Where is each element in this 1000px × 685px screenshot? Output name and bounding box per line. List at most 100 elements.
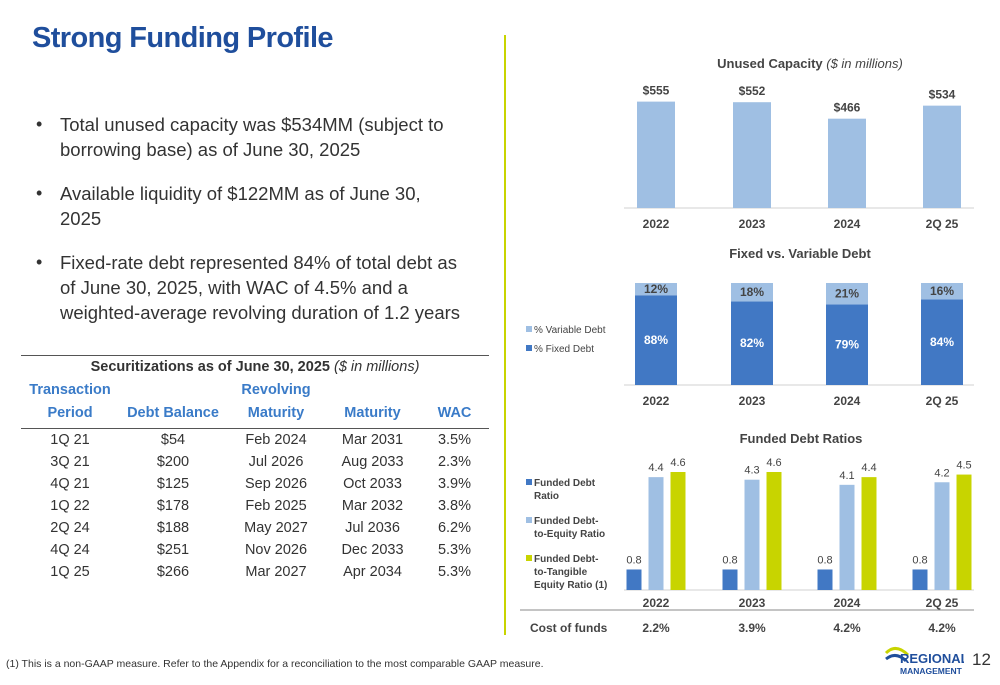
page-title: Strong Funding Profile bbox=[32, 22, 334, 54]
table-row: 3Q 21 $200 Jul 2026 Aug 2033 2.3% bbox=[21, 451, 489, 473]
fixed-variable-chart: Fixed vs. Variable Debt 88% 12% 2022 82% 18% 2… bbox=[512, 240, 988, 420]
cell-debt-balance: $251 bbox=[156, 542, 190, 558]
cell-period: 1Q 21 bbox=[50, 432, 90, 448]
bullet-unused-capacity: Total unused capacity was $534MM (subjec… bbox=[36, 112, 466, 162]
table-title: Securitizations as of June 30, 2025 ($ i… bbox=[21, 359, 489, 379]
legend-label: % Variable Debt bbox=[534, 325, 606, 336]
bar bbox=[744, 479, 760, 590]
data-label: 0.8 bbox=[817, 554, 832, 566]
data-label: 0.8 bbox=[912, 554, 927, 566]
x-tick-label: 2Q 25 bbox=[926, 217, 959, 231]
cell-maturity: Aug 2033 bbox=[341, 454, 404, 470]
legend-label: to-Tangible bbox=[534, 567, 588, 578]
data-label-fixed: 84% bbox=[930, 335, 954, 349]
logo-line1: REGIONAL bbox=[900, 651, 964, 666]
table-row: 4Q 21 $125 Sep 2026 Oct 2033 3.9% bbox=[21, 473, 489, 495]
data-label: 0.8 bbox=[626, 554, 641, 566]
cost-of-funds-value: 3.9% bbox=[738, 621, 766, 635]
table-row: 1Q 22 $178 Feb 2025 Mar 2032 3.8% bbox=[21, 495, 489, 517]
bar-variable bbox=[635, 283, 677, 296]
cell-period: 4Q 21 bbox=[50, 476, 90, 492]
bar-fixed bbox=[635, 295, 677, 385]
x-tick-label: 2024 bbox=[834, 394, 861, 408]
bar bbox=[912, 569, 928, 590]
legend-swatch bbox=[526, 326, 532, 332]
bar bbox=[934, 482, 950, 590]
cell-period: 3Q 21 bbox=[50, 454, 90, 470]
legend-label: Funded Debt- bbox=[534, 516, 598, 527]
cell-debt-balance: $125 bbox=[156, 476, 190, 492]
cell-wac: 3.5% bbox=[437, 432, 472, 448]
bar bbox=[923, 105, 961, 208]
table-row: 4Q 24 $251 Nov 2026 Dec 2033 5.3% bbox=[21, 539, 489, 561]
cell-maturity: Mar 2031 bbox=[341, 432, 404, 448]
cell-wac: 3.8% bbox=[437, 498, 472, 514]
data-label: $552 bbox=[739, 84, 766, 98]
data-label-fixed: 79% bbox=[835, 338, 859, 352]
bullet-fixed-rate-debt: Fixed-rate debt represented 84% of total… bbox=[36, 250, 466, 325]
cell-revolving-maturity: Nov 2026 bbox=[244, 542, 308, 558]
table-title-unit: ($ in millions) bbox=[333, 359, 420, 375]
cell-wac: 6.2% bbox=[437, 520, 472, 536]
data-label: 4.1 bbox=[839, 470, 854, 482]
data-label: $555 bbox=[643, 84, 670, 98]
x-tick-label: 2022 bbox=[643, 217, 670, 231]
legend-label: Funded Debt- bbox=[534, 554, 598, 565]
cell-debt-balance: $200 bbox=[156, 454, 190, 470]
bar bbox=[839, 484, 855, 590]
data-label-variable: 16% bbox=[930, 284, 954, 298]
data-label: 4.4 bbox=[861, 462, 876, 474]
cost-of-funds-value: 2.2% bbox=[642, 621, 670, 635]
bar bbox=[637, 101, 675, 208]
legend-label: % Fixed Debt bbox=[534, 344, 594, 355]
logo-line2: MANAGEMENT bbox=[900, 666, 963, 676]
chart-title: Fixed vs. Variable Debt bbox=[729, 246, 871, 261]
chart-title: Unused Capacity ($ in millions) bbox=[717, 56, 903, 71]
cell-maturity: Jul 2036 bbox=[345, 520, 400, 536]
legend-label: Equity Ratio (1) bbox=[534, 580, 607, 591]
cell-maturity: Apr 2034 bbox=[343, 564, 402, 580]
cell-revolving-maturity: Jul 2026 bbox=[248, 454, 304, 470]
fixed-variable-svg: Fixed vs. Variable Debt 88% 12% 2022 82% 18% 2… bbox=[526, 246, 974, 408]
page-number: 12 bbox=[972, 650, 991, 669]
data-label: 4.3 bbox=[744, 465, 759, 477]
bar bbox=[648, 477, 664, 590]
table-row: 2Q 24 $188 May 2027 Jul 2036 6.2% bbox=[21, 517, 489, 539]
bar-variable bbox=[921, 283, 963, 300]
x-tick-label: 2023 bbox=[739, 394, 766, 408]
x-tick-label: 2024 bbox=[834, 217, 861, 231]
cell-maturity: Oct 2033 bbox=[343, 476, 402, 492]
cost-of-funds-label: Cost of funds bbox=[530, 621, 608, 635]
table-body: 1Q 21 $54 Feb 2024 Mar 2031 3.5% 3Q 21 $200 Jul… bbox=[21, 429, 489, 584]
data-label: 4.6 bbox=[766, 457, 781, 469]
bar-variable bbox=[826, 283, 868, 305]
data-label: 4.4 bbox=[648, 462, 663, 474]
cell-debt-balance: $266 bbox=[156, 564, 190, 580]
cell-revolving-maturity: Feb 2025 bbox=[245, 498, 307, 514]
cell-wac: 5.3% bbox=[437, 564, 472, 580]
x-tick-label: 2Q 25 bbox=[926, 596, 959, 610]
data-label-variable: 21% bbox=[835, 287, 859, 301]
bar bbox=[956, 474, 972, 590]
cell-revolving-maturity: May 2027 bbox=[244, 520, 308, 536]
table-title-text: Securitizations as of June 30, 2025 bbox=[90, 359, 330, 375]
cell-maturity: Mar 2032 bbox=[341, 498, 404, 514]
data-label-fixed: 88% bbox=[644, 333, 668, 347]
data-label: 4.2 bbox=[934, 467, 949, 479]
header-revolving-maturity: Revolving Maturity bbox=[227, 379, 325, 429]
bar bbox=[828, 118, 866, 208]
vertical-divider bbox=[504, 35, 506, 635]
header-maturity: Maturity bbox=[325, 379, 420, 429]
securitizations-table: Securitizations as of June 30, 2025 ($ i… bbox=[21, 355, 489, 583]
data-label: 4.5 bbox=[956, 460, 971, 472]
cell-maturity: Dec 2033 bbox=[341, 542, 404, 558]
header-transaction-period: Transaction Period bbox=[21, 379, 119, 429]
funded-debt-ratios-svg: Funded Debt Ratios 0.8 4.4 4.6 2022 0.8 4.3 4.6… bbox=[520, 431, 974, 635]
cell-debt-balance: $188 bbox=[156, 520, 190, 536]
data-label-variable: 18% bbox=[740, 285, 764, 299]
x-tick-label: 2023 bbox=[739, 596, 766, 610]
cell-period: 1Q 25 bbox=[50, 564, 90, 580]
bar bbox=[766, 472, 782, 590]
cell-wac: 5.3% bbox=[437, 542, 472, 558]
data-label: $534 bbox=[929, 88, 956, 102]
